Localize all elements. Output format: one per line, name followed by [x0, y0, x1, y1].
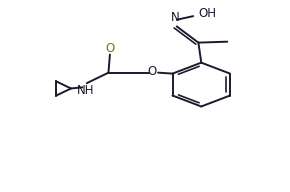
Text: NH: NH [77, 84, 94, 97]
Text: OH: OH [198, 7, 216, 20]
Text: N: N [171, 11, 180, 24]
Text: O: O [148, 65, 157, 78]
Text: O: O [105, 42, 115, 55]
